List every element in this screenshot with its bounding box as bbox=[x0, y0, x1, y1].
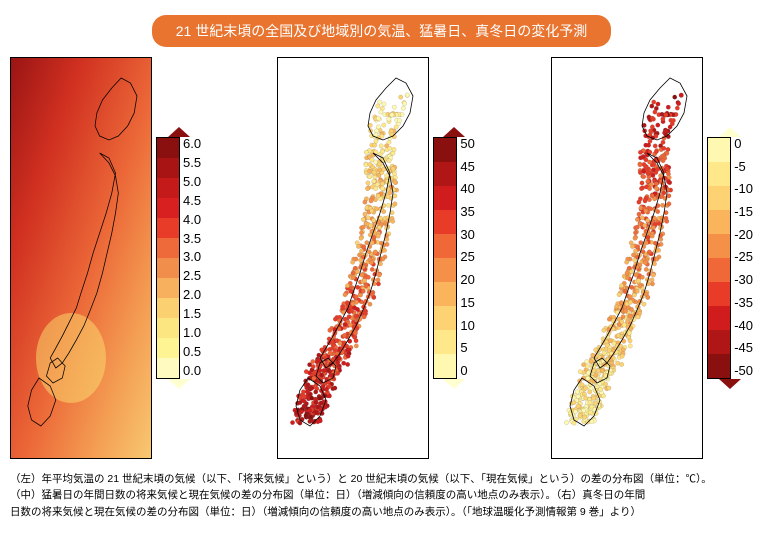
colorbar-segment bbox=[434, 330, 456, 354]
colorbar-tick-label: 15 bbox=[460, 296, 474, 309]
map-center bbox=[277, 57, 429, 459]
colorbar-tick-label: 1.0 bbox=[183, 326, 201, 339]
colorbar-tick-label: 50 bbox=[460, 137, 474, 150]
colorbar-segment bbox=[708, 258, 730, 282]
colorbar-left-bottom-arrow bbox=[168, 379, 190, 389]
colorbar-tick-label: 1.5 bbox=[183, 307, 201, 320]
colorbar-segment bbox=[157, 318, 179, 338]
colorbar-tick-label: -15 bbox=[734, 205, 753, 218]
colorbar-tick-label: 10 bbox=[460, 319, 474, 332]
colorbar-segment bbox=[157, 358, 179, 378]
panel-left: 6.0 5.5 5.0 4.5 4.0 3.5 3.0 2.5 2.0 1.5 1.0 0.5 0.0 bbox=[10, 57, 201, 459]
caption-line: （左）年平均気温の 21 世紀末頃の気候（以下、「将来気候」という）と 20 世… bbox=[10, 471, 753, 487]
colorbar-segment bbox=[157, 178, 179, 198]
colorbar-segment bbox=[434, 282, 456, 306]
colorbar-center-bottom-arrow bbox=[443, 379, 465, 389]
colorbar-tick-label: -5 bbox=[734, 160, 753, 173]
colorbar-tick-label: 4.0 bbox=[183, 213, 201, 226]
colorbar-tick-label: 0 bbox=[460, 364, 474, 377]
colorbar-right-labels: 0 -5 -10 -15 -20 -25 -30 -35 -40 -45 -50 bbox=[731, 137, 753, 377]
colorbar-segment bbox=[708, 210, 730, 234]
colorbar-right-body bbox=[707, 137, 731, 379]
colorbar-segment bbox=[157, 238, 179, 258]
colorbar-tick-label: 0 bbox=[734, 137, 753, 150]
colorbar-center-body bbox=[433, 137, 457, 379]
colorbar-tick-label: -35 bbox=[734, 296, 753, 309]
colorbar-segment bbox=[157, 158, 179, 178]
colorbar-center: 50454035302520151050 bbox=[433, 127, 474, 389]
panel-right: 0 -5 -10 -15 -20 -25 -30 -35 -40 -45 -50 bbox=[551, 57, 753, 459]
colorbar-left-labels: 6.0 5.5 5.0 4.5 4.0 3.5 3.0 2.5 2.0 1.5 1.0 0.5 0.0 bbox=[180, 137, 201, 377]
colorbar-segment bbox=[157, 218, 179, 238]
colorbar-segment bbox=[157, 258, 179, 278]
colorbar-tick-label: 5.5 bbox=[183, 156, 201, 169]
colorbar-center-labels: 50454035302520151050 bbox=[457, 137, 474, 377]
colorbar-tick-label: -50 bbox=[734, 364, 753, 377]
colorbar-segment bbox=[434, 186, 456, 210]
colorbar-segment bbox=[434, 354, 456, 378]
colorbar-tick-label: 35 bbox=[460, 205, 474, 218]
colorbar-segment bbox=[708, 306, 730, 330]
caption-line: （中）猛暑日の年間日数の将来気候と現在気候の差の分布図（単位：日）（増減傾向の信… bbox=[10, 487, 753, 503]
colorbar-segment bbox=[157, 338, 179, 358]
colorbar-segment bbox=[708, 186, 730, 210]
colorbar-tick-label: -10 bbox=[734, 182, 753, 195]
colorbar-left: 6.0 5.5 5.0 4.5 4.0 3.5 3.0 2.5 2.0 1.5 1.0 0.5 0.0 bbox=[156, 127, 201, 389]
colorbar-segment bbox=[434, 210, 456, 234]
colorbar-tick-label: 25 bbox=[460, 250, 474, 263]
colorbar-tick-label: 40 bbox=[460, 182, 474, 195]
colorbar-tick-label: 6.0 bbox=[183, 137, 201, 150]
panel-center: 50454035302520151050 bbox=[277, 57, 474, 459]
colorbar-tick-label: -30 bbox=[734, 273, 753, 286]
colorbar-segment bbox=[157, 278, 179, 298]
colorbar-tick-label: -40 bbox=[734, 319, 753, 332]
map-right bbox=[551, 57, 703, 459]
colorbar-segment bbox=[434, 234, 456, 258]
colorbar-tick-label: 20 bbox=[460, 273, 474, 286]
colorbar-tick-label: 2.5 bbox=[183, 269, 201, 282]
colorbar-segment bbox=[157, 138, 179, 158]
colorbar-tick-label: 4.5 bbox=[183, 194, 201, 207]
panel-row: 6.05.55.04.54.03.53.02.52.01.51.00.50.0 … bbox=[10, 57, 753, 459]
colorbar-tick-label: 5.0 bbox=[183, 175, 201, 188]
colorbar-segment bbox=[708, 282, 730, 306]
colorbar-segment bbox=[708, 162, 730, 186]
colorbar-tick-label: 45 bbox=[460, 160, 474, 173]
colorbar-segment bbox=[434, 306, 456, 330]
page-title: 21 世紀末頃の全国及び地域別の気温、猛暑日、真冬日の変化予測 bbox=[152, 15, 611, 47]
colorbar-segment bbox=[434, 162, 456, 186]
colorbar-segment bbox=[434, 138, 456, 162]
colorbar-segment bbox=[157, 198, 179, 218]
colorbar-tick-label: -45 bbox=[734, 341, 753, 354]
colorbar-tick-label: 0.0 bbox=[183, 364, 201, 377]
colorbar-tick-label: -20 bbox=[734, 228, 753, 241]
colorbar-tick-label: 3.0 bbox=[183, 250, 201, 263]
colorbar-left-body bbox=[156, 137, 180, 379]
colorbar-segment bbox=[434, 258, 456, 282]
caption-line: 日数の将来気候と現在気候の差の分布図（単位：日）（増減傾向の信頼度の高い地点のみ… bbox=[10, 504, 753, 520]
colorbar-tick-label: 2.0 bbox=[183, 288, 201, 301]
colorbar-segment bbox=[708, 138, 730, 162]
colorbar-right-bottom-arrow bbox=[719, 379, 741, 389]
colorbar-segment bbox=[708, 330, 730, 354]
caption: （左）年平均気温の 21 世紀末頃の気候（以下、「将来気候」という）と 20 世… bbox=[10, 471, 753, 520]
colorbar-segment bbox=[708, 354, 730, 378]
map-left bbox=[10, 57, 152, 459]
colorbar-right: 0 -5 -10 -15 -20 -25 -30 -35 -40 -45 -50 bbox=[707, 127, 753, 389]
colorbar-segment bbox=[708, 234, 730, 258]
colorbar-tick-label: 3.5 bbox=[183, 232, 201, 245]
colorbar-tick-label: -25 bbox=[734, 250, 753, 263]
colorbar-tick-label: 30 bbox=[460, 228, 474, 241]
colorbar-tick-label: 5 bbox=[460, 341, 474, 354]
colorbar-tick-label: 0.5 bbox=[183, 345, 201, 358]
colorbar-segment bbox=[157, 298, 179, 318]
